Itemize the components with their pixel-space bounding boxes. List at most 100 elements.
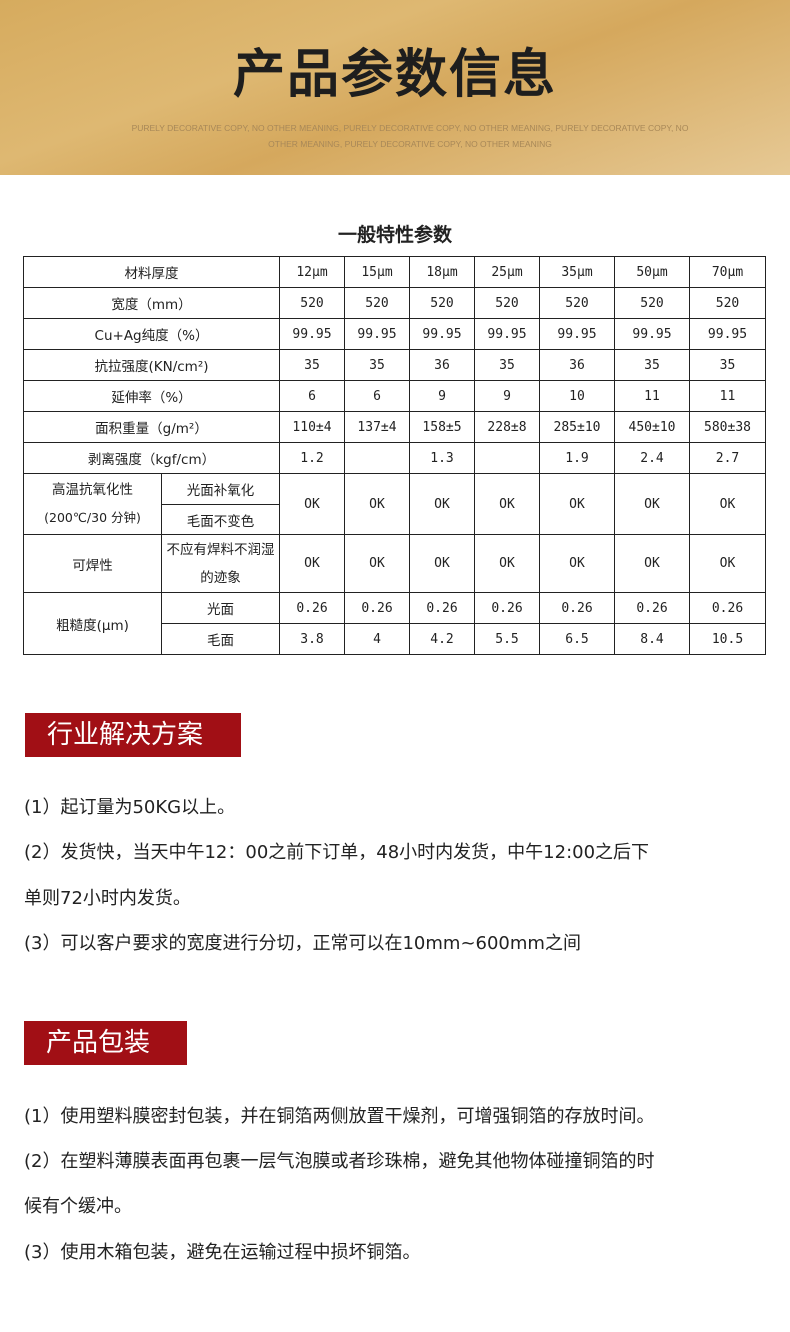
table-cell: 0.26 (539, 592, 615, 624)
column-header: 18μm (409, 256, 475, 288)
table-cell: 5.5 (474, 623, 540, 655)
header-label: 材料厚度 (23, 256, 280, 288)
row-label: 可焊性 (23, 534, 162, 593)
table-cell: 36 (539, 349, 615, 381)
table-cell: 3.8 (279, 623, 345, 655)
table-cell: 9 (409, 380, 475, 412)
table-row: 毛面不变色 (24, 504, 766, 535)
table-cell: 10.5 (689, 623, 766, 655)
table-cell: 11 (614, 380, 690, 412)
roughness-label: 粗糙度(μm) (56, 617, 129, 634)
table-cell: 99.95 (409, 318, 475, 350)
table-cell: OK (614, 534, 690, 593)
row-label: 宽度（mm） (23, 287, 280, 319)
table-row: 材料厚度 12μm 15μm 18μm 25μm 35μm 50μm 70μm (23, 256, 766, 288)
solutions-item: (1）起订量为50KG以上。 (24, 797, 236, 818)
table-row: 宽度（mm） 520 520 520 520 520 520 520 (23, 287, 766, 319)
table-cell: 6.5 (539, 623, 615, 655)
table-cell: 36 (409, 349, 475, 381)
sub-label: 光面 (161, 592, 280, 624)
banner-subtitle: PURELY DECORATIVE COPY, NO OTHER MEANING… (131, 123, 689, 149)
table-cell: OK (279, 473, 345, 535)
column-header: 25μm (474, 256, 540, 288)
table-cell: 520 (344, 287, 410, 319)
table-cell: 99.95 (344, 318, 410, 350)
table-cell: 520 (539, 287, 615, 319)
table-cell: OK (409, 473, 475, 535)
table-row: 抗拉强度(KN/cm²) 35 35 36 35 36 35 35 (23, 349, 766, 381)
table-cell: 520 (409, 287, 475, 319)
section-solutions-title: 行业解决方案 (25, 713, 241, 757)
table-cell: OK (539, 534, 615, 593)
table-cell: 285±10 (539, 411, 615, 443)
table-cell: 580±38 (689, 411, 766, 443)
table-cell: OK (279, 534, 345, 593)
table-cell: 99.95 (539, 318, 615, 350)
table-cell: 520 (689, 287, 766, 319)
row-label: 面积重量（g/m²） (23, 411, 280, 443)
header-banner: 产品参数信息 PURELY DECORATIVE COPY, NO OTHER … (0, 0, 790, 175)
solutions-item: (3）可以客户要求的宽度进行分切，正常可以在10mm~600mm之间 (24, 933, 581, 954)
table-cell: 1.9 (539, 442, 615, 474)
table-cell: 0.26 (279, 592, 345, 624)
row-label: Cu+Ag纯度（%） (23, 318, 280, 350)
sub-label: 不应有焊料不润湿的迹象 (161, 534, 280, 593)
row-label: 剥离强度（kgf/cm） (23, 442, 280, 474)
table-cell: 99.95 (279, 318, 345, 350)
page-title: 产品参数信息 (232, 45, 557, 105)
table-row: 剥离强度（kgf/cm） 1.2 1.3 1.9 2.4 2.7 (23, 442, 766, 474)
table-cell: 0.26 (409, 592, 475, 624)
table-cell: OK (689, 534, 766, 593)
oxidation-label: 高温抗氧化性 (52, 482, 133, 498)
table-cell: OK (689, 473, 766, 535)
table-cell: 2.7 (689, 442, 766, 474)
table-cell: 450±10 (614, 411, 690, 443)
table-cell: 99.95 (689, 318, 766, 350)
table-cell: 35 (344, 349, 410, 381)
table-cell: 1.2 (279, 442, 345, 474)
table-title: 一般特性参数 (337, 224, 452, 246)
table-cell: 158±5 (409, 411, 475, 443)
table-cell: OK (539, 473, 615, 535)
packaging-item: 候有个缓冲。 (24, 1196, 132, 1217)
row-label: 粗糙度(μm) (23, 592, 162, 655)
oxidation-condition: (200℃/30 分钟) (44, 510, 141, 525)
sub-label: 毛面 (161, 623, 280, 655)
table-cell: 35 (279, 349, 345, 381)
table-row: 可焊性 不应有焊料不润湿的迹象 OK OK OK OK OK OK OK (23, 534, 766, 593)
spec-table: 材料厚度 12μm 15μm 18μm 25μm 35μm 50μm 70μm 宽度（mm） 52… (23, 256, 766, 655)
table-cell: 4 (344, 623, 410, 655)
table-row: 毛面 3.8 4 4.2 5.5 6.5 8.4 10.5 (24, 623, 766, 655)
table-cell: OK (409, 534, 475, 593)
table-cell: 0.26 (689, 592, 766, 624)
solutions-item: 单则72小时内发货。 (24, 888, 191, 909)
table-cell: 0.26 (344, 592, 410, 624)
column-header: 50μm (614, 256, 690, 288)
table-cell: 11 (689, 380, 766, 412)
column-header: 15μm (344, 256, 410, 288)
table-cell: 4.2 (409, 623, 475, 655)
table-row: Cu+Ag纯度（%） 99.95 99.95 99.95 99.95 99.95 99.95… (23, 318, 766, 350)
table-cell: 8.4 (614, 623, 690, 655)
packaging-item: (3）使用木箱包装，避免在运输过程中损坏铜箔。 (24, 1242, 421, 1263)
table-cell: 99.95 (614, 318, 690, 350)
column-header: 70μm (689, 256, 766, 288)
table-cell: 0.26 (614, 592, 690, 624)
table-cell: 0.26 (474, 592, 540, 624)
table-cell: 520 (279, 287, 345, 319)
table-row: 粗糙度(μm) 光面 0.26 0.26 0.26 0.26 0.26 0.26 0.26 (23, 592, 766, 655)
table-cell: 520 (474, 287, 540, 319)
sub-label: 毛面不变色 (161, 504, 280, 535)
table-cell: OK (474, 534, 540, 593)
packaging-item: (2）在塑料薄膜表面再包裹一层气泡膜或者珍珠棉，避免其他物体碰撞铜箔的时 (24, 1151, 655, 1172)
table-cell: 35 (474, 349, 540, 381)
row-label: 高温抗氧化性 (200℃/30 分钟) (23, 473, 162, 535)
table-cell: 6 (279, 380, 345, 412)
table-cell: 9 (474, 380, 540, 412)
row-label: 延伸率（%） (23, 380, 280, 412)
table-row: 延伸率（%） 6 6 9 9 10 11 11 (23, 380, 766, 412)
table-cell: 520 (614, 287, 690, 319)
table-cell (344, 442, 410, 474)
section-packaging-title: 产品包装 (24, 1021, 187, 1065)
table-cell: OK (344, 534, 410, 593)
